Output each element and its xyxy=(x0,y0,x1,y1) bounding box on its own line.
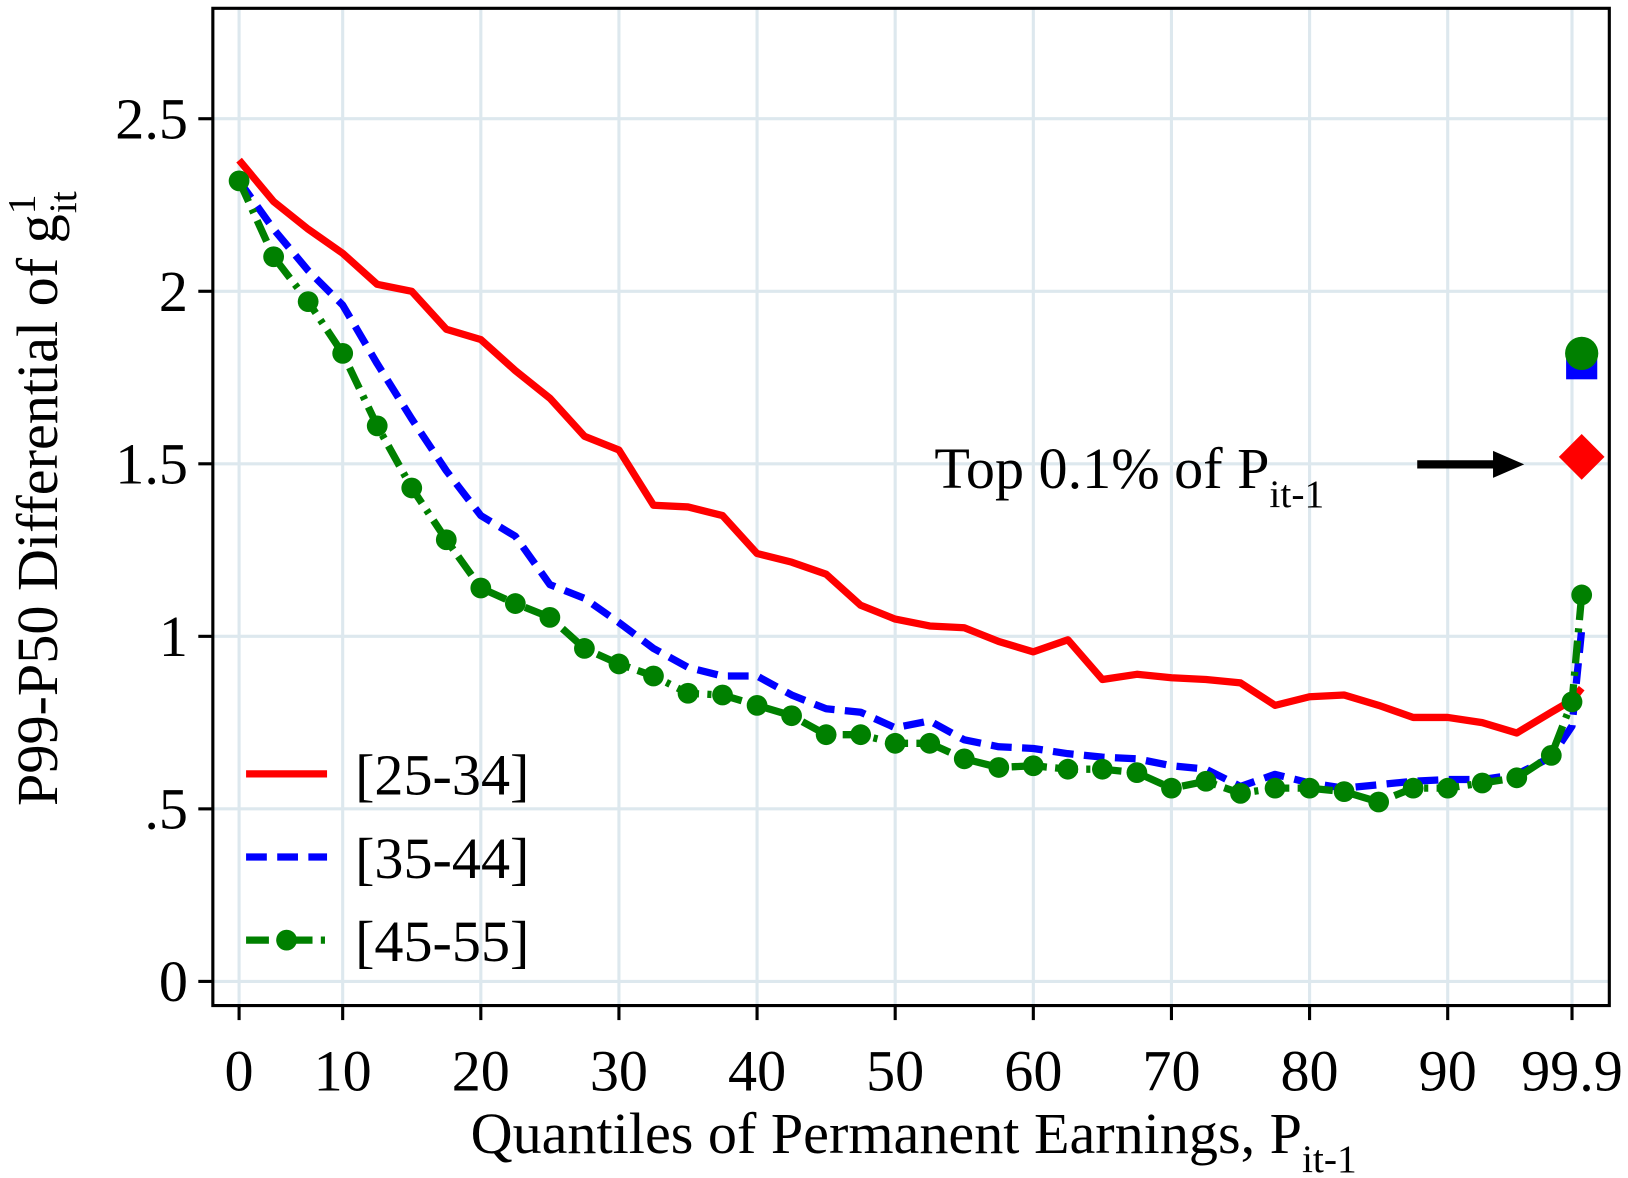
series-point xyxy=(1230,782,1251,804)
x-tick-label: 60 xyxy=(1004,1039,1062,1104)
annotation: Top 0.1% of Pit-1 xyxy=(934,436,1324,516)
series-point xyxy=(1561,691,1583,713)
series-point xyxy=(1333,781,1355,803)
series-point xyxy=(1299,777,1320,799)
series-point xyxy=(1195,770,1217,792)
series-point xyxy=(504,593,526,614)
series-point xyxy=(435,529,457,551)
series-point xyxy=(1057,758,1079,780)
x-tick-label: 50 xyxy=(866,1039,924,1104)
legend-label: [45-55] xyxy=(355,909,529,974)
series-point xyxy=(677,682,699,704)
series-point xyxy=(712,684,733,706)
series-point xyxy=(1022,755,1044,777)
series-point xyxy=(850,724,872,746)
series-point xyxy=(815,724,837,746)
series-point xyxy=(643,665,664,687)
y-tick-label: .5 xyxy=(144,777,188,842)
y-tick-label: 1.5 xyxy=(115,432,188,497)
top-marker xyxy=(1565,336,1599,370)
legend-label: [25-34] xyxy=(355,743,529,808)
x-axis-label-text: Quantiles of Permanent Earnings, P xyxy=(471,1101,1302,1166)
series-point xyxy=(1540,744,1562,766)
plot-frame xyxy=(211,6,1611,1008)
series-point xyxy=(228,170,250,192)
x-tick-label: 99.9 xyxy=(1521,1039,1623,1104)
series-point xyxy=(1471,772,1493,794)
x-axis-label-sub: it-1 xyxy=(1302,1137,1357,1178)
series-point xyxy=(608,653,630,675)
top-marker xyxy=(1558,434,1605,480)
series-line xyxy=(236,157,1585,737)
series-point xyxy=(539,606,561,628)
series-point xyxy=(953,748,975,770)
annotation-arrowhead xyxy=(1493,450,1525,478)
series-point xyxy=(297,291,319,313)
series-point xyxy=(366,415,388,437)
series-line xyxy=(236,178,1586,792)
series-point xyxy=(1571,584,1593,606)
annotation-sub: it-1 xyxy=(1269,472,1324,516)
series-point xyxy=(1402,777,1424,799)
x-tick-label: 30 xyxy=(590,1039,648,1104)
plot-area xyxy=(212,8,1610,1006)
series-point xyxy=(1437,777,1459,799)
series-point xyxy=(1161,777,1182,799)
series-point xyxy=(746,694,768,716)
y-tick-label: 1 xyxy=(159,604,188,669)
x-tick-label: 80 xyxy=(1281,1039,1339,1104)
y-tick-label: 0 xyxy=(159,949,188,1014)
series-point xyxy=(574,638,595,659)
series-point xyxy=(988,757,1010,778)
x-axis-label: Quantiles of Permanent Earnings, Pit-1 xyxy=(471,1101,1357,1178)
annotation-text: Top 0.1% of P xyxy=(934,436,1269,501)
x-tick-label: 90 xyxy=(1419,1039,1477,1104)
series-point xyxy=(401,477,423,499)
series-point xyxy=(1126,762,1148,784)
y-axis-label-text: P99-P50 Differential of g xyxy=(5,214,70,806)
series-point xyxy=(263,246,285,268)
series-point xyxy=(919,732,941,754)
y-tick-label: 2.5 xyxy=(115,86,188,151)
y-axis-label-sub: it xyxy=(41,191,85,213)
series-point xyxy=(332,342,354,364)
x-tick-label: 20 xyxy=(452,1039,510,1104)
x-tick-label: 70 xyxy=(1142,1039,1200,1104)
x-tick-label: 0 xyxy=(225,1039,254,1104)
y-axis-label-sup: 1 xyxy=(0,195,43,215)
legend-label: [35-44] xyxy=(355,826,529,891)
series-point xyxy=(1092,758,1113,780)
legend-point xyxy=(276,929,297,951)
y-axis-label: P99-P50 Differential of g1it xyxy=(0,191,85,806)
series-point xyxy=(1264,777,1286,799)
series-point xyxy=(470,577,492,599)
series-point xyxy=(781,705,802,727)
series-point xyxy=(884,732,906,754)
y-tick-label: 2 xyxy=(159,259,188,324)
series-point xyxy=(1506,767,1528,789)
x-tick-label: 10 xyxy=(314,1039,372,1104)
x-tick-label: 40 xyxy=(728,1039,786,1104)
series-point xyxy=(1368,791,1390,813)
